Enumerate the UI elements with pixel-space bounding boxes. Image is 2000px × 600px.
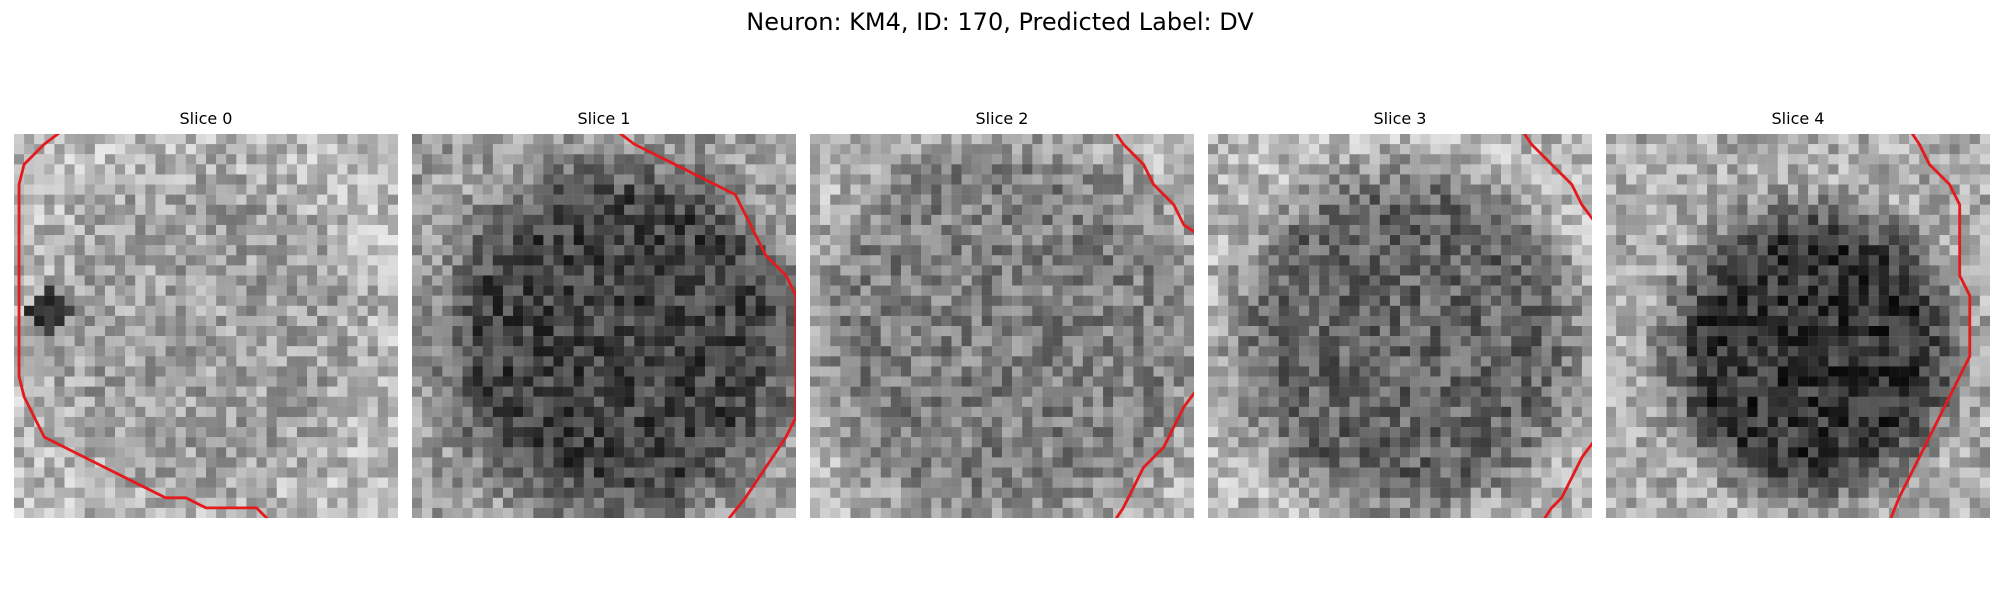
panel-slice-4	[1606, 134, 1990, 518]
panel-title-slice-1: Slice 1	[577, 109, 631, 128]
pixel-grid	[14, 134, 398, 518]
contour-line	[1114, 134, 1194, 518]
pixel-grid	[1208, 134, 1592, 518]
panel-title-slice-4: Slice 4	[1771, 109, 1825, 128]
panel-slice-2	[810, 134, 1194, 518]
panel-title-slice-3: Slice 3	[1373, 109, 1427, 128]
image-slice-4	[1606, 134, 1990, 518]
pixel-grid	[1606, 134, 1990, 518]
image-slice-1	[412, 134, 796, 518]
image-slice-0	[14, 134, 398, 518]
image-slice-2	[810, 134, 1194, 518]
contour-line	[17, 134, 269, 518]
contour-line	[618, 134, 796, 518]
image-slice-3	[1208, 134, 1592, 518]
contour-line	[1889, 134, 1972, 518]
panel-slice-1	[412, 134, 796, 518]
panel-title-slice-2: Slice 2	[975, 109, 1029, 128]
pixel-grid	[810, 134, 1194, 518]
panel-slice-0	[14, 134, 398, 518]
pixel-grid	[412, 134, 796, 518]
panel-slice-3	[1208, 134, 1592, 518]
panel-title-slice-0: Slice 0	[179, 109, 233, 128]
contour-line	[1522, 134, 1592, 518]
figure-title: Neuron: KM4, ID: 170, Predicted Label: D…	[746, 8, 1254, 36]
